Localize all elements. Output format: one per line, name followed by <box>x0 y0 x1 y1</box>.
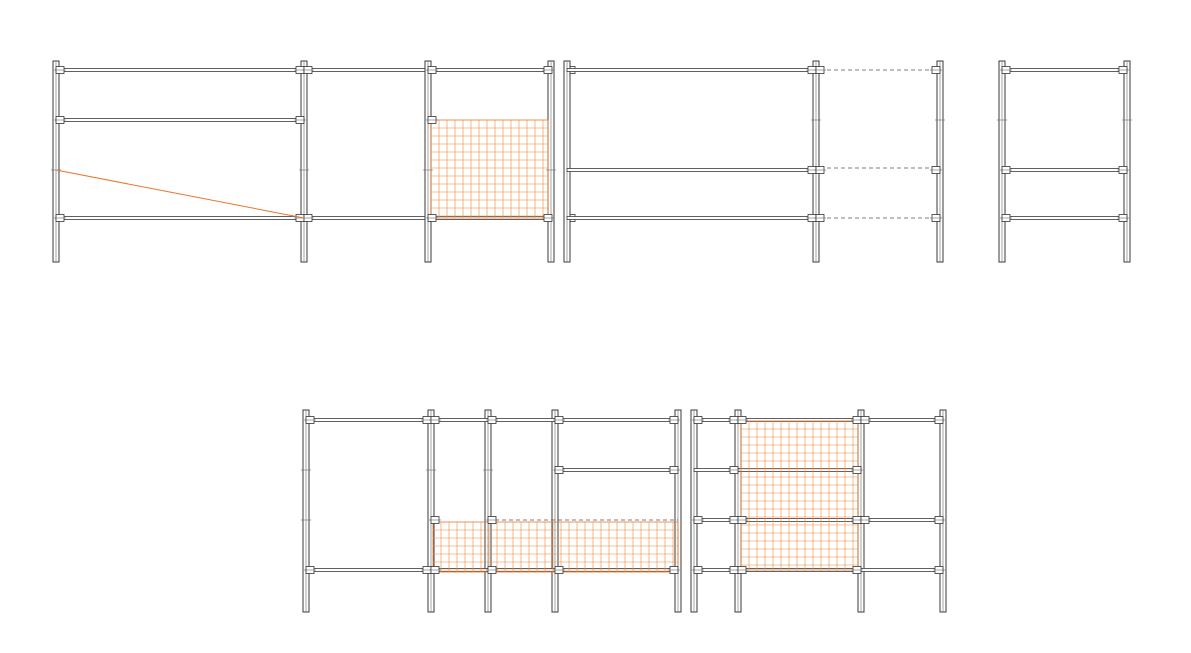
ledger-rail <box>427 68 552 72</box>
mesh-net-panel <box>740 420 859 571</box>
scaffold-frame <box>563 60 945 263</box>
mesh-net-panel <box>430 119 549 219</box>
scaffold-frame <box>51 60 429 263</box>
ledger-rail <box>1001 168 1128 172</box>
ledger-rail <box>1001 68 1128 72</box>
mesh-border <box>740 420 859 571</box>
ledger-rail <box>55 118 305 122</box>
scaffold-frame <box>301 409 682 613</box>
ledger-rail <box>1001 216 1128 220</box>
ledger-rail <box>566 168 817 172</box>
ledger-rail <box>566 216 817 220</box>
scaffold-frame <box>997 60 1132 263</box>
scaffold-frame <box>423 60 577 263</box>
ledger-rail <box>305 568 432 572</box>
scaffold-frame <box>690 409 947 613</box>
diagonal-brace <box>55 169 305 219</box>
ledger-rail <box>566 68 817 72</box>
ledger-rail <box>55 68 305 72</box>
mesh-border <box>430 119 549 219</box>
ledger-rail <box>303 216 429 220</box>
scaffold-frames <box>51 60 1132 613</box>
ledger-rail <box>554 468 679 472</box>
ledger-rail <box>303 68 429 72</box>
ledger-rail <box>55 216 305 220</box>
